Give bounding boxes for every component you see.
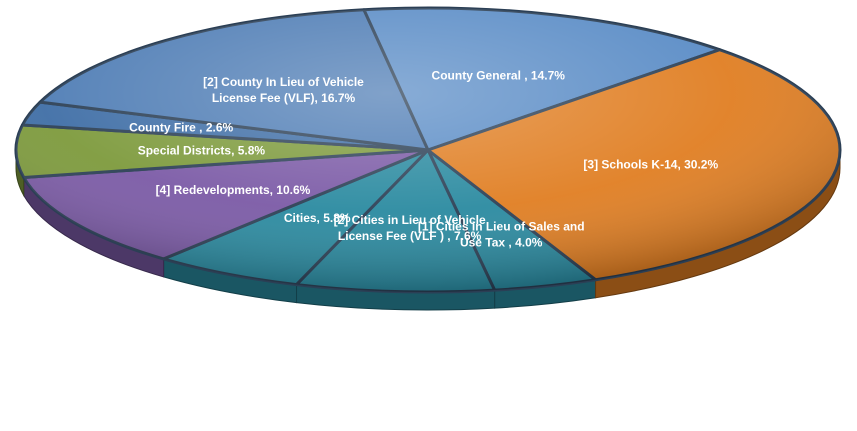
pie-slice-1-label: [1] Cities in Lieu of Sales and Use Tax ,… bbox=[418, 219, 585, 249]
pie-slice-8-label: County General , 14.7% bbox=[432, 69, 566, 83]
pie-labels: [1] Cities in Lieu of Sales and Use Tax ,… bbox=[129, 69, 718, 250]
pie-slice-9-label: [3] Schools K-14, 30.2% bbox=[583, 157, 718, 171]
pie-slice-7-label: [2] County In Lieu of Vehicle License Fee… bbox=[203, 75, 364, 105]
pie-slice-5-label: Special Districts, 5.8% bbox=[138, 144, 266, 158]
pie-slice-6-label: County Fire , 2.6% bbox=[129, 120, 233, 134]
pie-slice-2-label: [2] Cities in Lieu of Vehicle License Fee… bbox=[334, 213, 486, 243]
pie-slice-3-label: Cities, 5.8% bbox=[284, 211, 351, 225]
pie-slice-4-label: [4] Redevelopments, 10.6% bbox=[156, 183, 311, 197]
